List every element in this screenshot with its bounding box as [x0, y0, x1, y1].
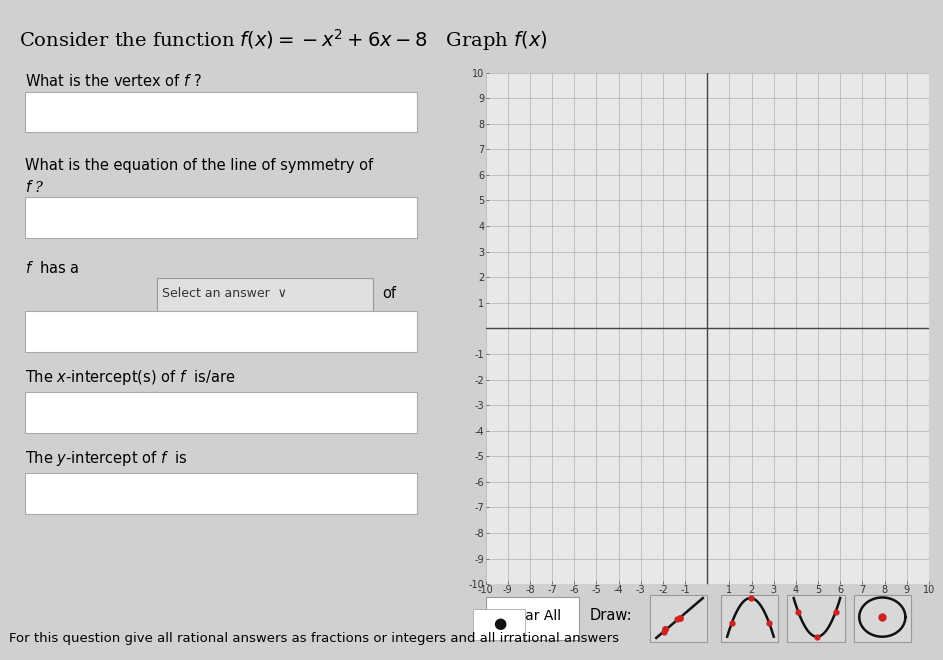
FancyBboxPatch shape: [25, 473, 417, 514]
Text: Consider the function $f(x) = -x^2 + 6x - 8$   Graph $f(x)$: Consider the function $f(x) = -x^2 + 6x …: [19, 27, 547, 53]
FancyBboxPatch shape: [486, 597, 579, 640]
Text: Select an answer  ∨: Select an answer ∨: [162, 286, 287, 300]
FancyBboxPatch shape: [720, 595, 778, 642]
FancyBboxPatch shape: [25, 197, 417, 238]
Text: The $x$-intercept(s) of $f$  is/are: The $x$-intercept(s) of $f$ is/are: [25, 368, 235, 387]
FancyBboxPatch shape: [25, 311, 417, 352]
Text: Draw:: Draw:: [589, 609, 633, 624]
FancyBboxPatch shape: [853, 595, 911, 642]
Text: $f$ ?: $f$ ?: [25, 179, 44, 195]
FancyBboxPatch shape: [25, 92, 417, 133]
Text: What is the equation of the line of symmetry of: What is the equation of the line of symm…: [25, 158, 372, 173]
Text: For this question give all rational answers as fractions or integers and all irr: For this question give all rational answ…: [9, 632, 620, 645]
Text: of: of: [383, 286, 396, 301]
Text: The $y$-intercept of $f$  is: The $y$-intercept of $f$ is: [25, 449, 188, 468]
FancyBboxPatch shape: [787, 595, 845, 642]
FancyBboxPatch shape: [473, 609, 525, 640]
Text: ●: ●: [493, 616, 506, 631]
Text: Clear All: Clear All: [504, 609, 561, 623]
Text: $f$  has a: $f$ has a: [25, 260, 79, 276]
FancyBboxPatch shape: [25, 392, 417, 433]
FancyBboxPatch shape: [157, 277, 372, 311]
Text: What is the vertex of $f$ ?: What is the vertex of $f$ ?: [25, 73, 202, 89]
FancyBboxPatch shape: [650, 595, 707, 642]
